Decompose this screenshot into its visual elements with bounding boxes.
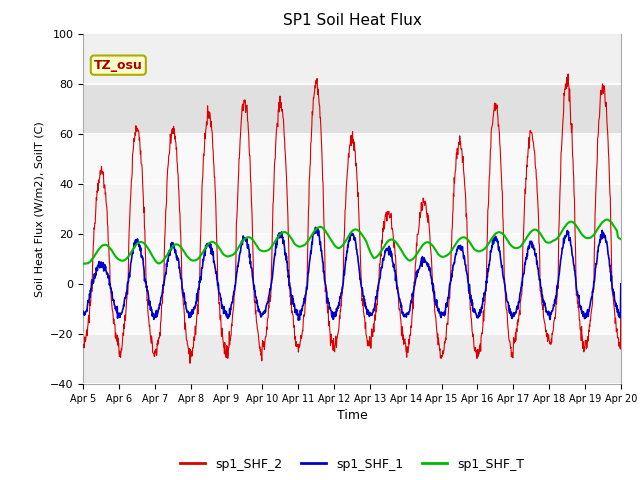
Bar [83, 34, 621, 84]
Title: SP1 Soil Heat Flux: SP1 Soil Heat Flux [283, 13, 421, 28]
Bar [83, 134, 621, 184]
Bar [83, 184, 621, 234]
Bar [83, 234, 621, 284]
Text: TZ_osu: TZ_osu [94, 59, 143, 72]
Y-axis label: Soil Heat Flux (W/m2), SoilT (C): Soil Heat Flux (W/m2), SoilT (C) [35, 121, 44, 297]
X-axis label: Time: Time [337, 409, 367, 422]
Legend: sp1_SHF_2, sp1_SHF_1, sp1_SHF_T: sp1_SHF_2, sp1_SHF_1, sp1_SHF_T [175, 453, 529, 476]
Bar [83, 334, 621, 384]
Bar [83, 84, 621, 134]
Bar [83, 284, 621, 334]
